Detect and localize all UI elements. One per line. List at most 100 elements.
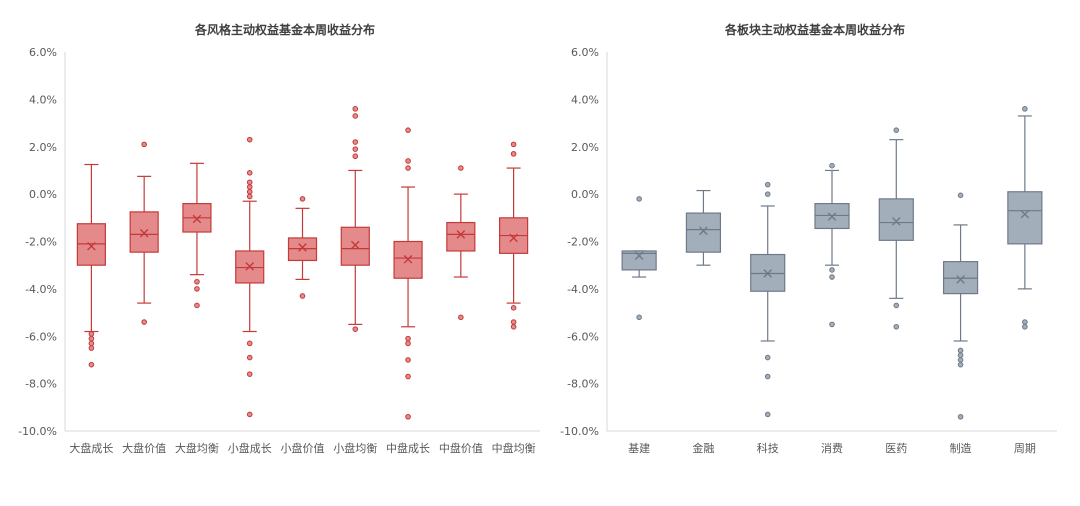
outlier-point bbox=[405, 413, 411, 420]
outlier-point bbox=[405, 340, 411, 347]
x-tick-label: 小盘成长 bbox=[228, 441, 272, 455]
y-tick-label: -6.0% bbox=[567, 330, 599, 343]
outlier-point bbox=[246, 170, 253, 176]
iqr-box bbox=[446, 221, 476, 252]
style-boxplot-chart: 各风格主动权益基金本周收益分布 6.0% 4.0% 2.0% 0.0% -2.0% -4.0… bbox=[18, 22, 540, 455]
x-tick-label: 制造 bbox=[950, 441, 972, 455]
outlier-point bbox=[764, 191, 771, 197]
sector-boxplot-chart: 各板块主动权益基金本周收益分布 6.0% 4.0% 2.0% 0.0% -2.0% -4.0… bbox=[560, 22, 1057, 455]
box-1 bbox=[621, 196, 657, 321]
chart-title: 各板块主动权益基金本周收益分布 bbox=[724, 22, 905, 37]
x-tick-label: 小盘价值 bbox=[281, 441, 325, 455]
box-2 bbox=[685, 189, 722, 266]
outlier-point bbox=[246, 136, 253, 143]
outlier-point bbox=[510, 305, 517, 311]
outlier-point bbox=[893, 302, 900, 309]
mean-marker bbox=[763, 269, 773, 278]
y-tick-label: 4.0% bbox=[29, 93, 57, 106]
outlier-point bbox=[957, 361, 964, 368]
outlier-point bbox=[405, 127, 411, 133]
x-tick-label: 小盘均衡 bbox=[333, 441, 377, 455]
box-4 bbox=[235, 136, 265, 418]
y-tick-label: -2.0% bbox=[25, 236, 57, 249]
outlier-point bbox=[352, 153, 359, 160]
outlier-point bbox=[88, 335, 95, 342]
mean-marker bbox=[403, 254, 413, 264]
outlier-point bbox=[141, 319, 147, 325]
outlier-point bbox=[829, 267, 835, 273]
outlier-point bbox=[194, 278, 200, 285]
outlier-point bbox=[957, 347, 964, 354]
y-tick-label: -4.0% bbox=[25, 283, 57, 296]
outlier-point bbox=[246, 184, 253, 190]
x-tick-label: 大盘价值 bbox=[122, 441, 166, 455]
outlier-point bbox=[352, 113, 359, 119]
iqr-box bbox=[878, 198, 914, 241]
outlier-point bbox=[458, 314, 464, 321]
outlier-point bbox=[405, 357, 411, 363]
y-tick-label: 6.0% bbox=[571, 46, 599, 59]
outlier-point bbox=[1022, 323, 1028, 330]
y-tick-label: 6.0% bbox=[29, 46, 57, 59]
outlier-point bbox=[510, 323, 517, 330]
outlier-point bbox=[246, 371, 253, 377]
iqr-box bbox=[340, 226, 370, 266]
outlier-point bbox=[405, 158, 411, 164]
outlier-point bbox=[88, 345, 95, 351]
outlier-point bbox=[88, 331, 95, 337]
iqr-box bbox=[621, 250, 657, 271]
x-tick-label: 大盘均衡 bbox=[175, 441, 219, 455]
outlier-point bbox=[636, 196, 642, 202]
outlier-point bbox=[636, 314, 642, 321]
outlier-point bbox=[1022, 319, 1028, 325]
outlier-point bbox=[764, 373, 771, 380]
mean-marker bbox=[139, 228, 149, 238]
y-tick-label: -8.0% bbox=[25, 378, 57, 391]
box-9 bbox=[499, 141, 529, 330]
x-tick-label: 中盘成长 bbox=[386, 441, 430, 455]
outlier-point bbox=[88, 361, 95, 368]
iqr-box bbox=[1007, 191, 1043, 245]
mean-marker bbox=[956, 275, 965, 284]
box-3 bbox=[750, 181, 786, 418]
x-tick-label: 医药 bbox=[885, 442, 907, 455]
outlier-point bbox=[510, 151, 517, 157]
outlier-point bbox=[405, 165, 411, 171]
x-tick-label: 大盘成长 bbox=[69, 441, 113, 455]
mean-marker bbox=[634, 251, 644, 261]
y-tick-label: 0.0% bbox=[571, 188, 599, 201]
outlier-point bbox=[88, 340, 95, 347]
box-6 bbox=[942, 192, 979, 420]
outlier-point bbox=[194, 302, 200, 309]
outlier-point bbox=[510, 141, 517, 148]
outlier-point bbox=[510, 319, 517, 325]
box-1 bbox=[76, 163, 106, 368]
outlier-point bbox=[299, 196, 306, 202]
mean-marker bbox=[891, 217, 901, 226]
iqr-box bbox=[129, 211, 159, 253]
mean-marker bbox=[699, 226, 708, 236]
outlier-point bbox=[194, 286, 200, 292]
y-tick-label: -10.0% bbox=[560, 425, 599, 438]
box-8 bbox=[446, 165, 476, 321]
outlier-point bbox=[405, 373, 411, 380]
mean-marker bbox=[87, 241, 96, 251]
outlier-point bbox=[405, 335, 411, 342]
outlier-point bbox=[246, 179, 253, 186]
outlier-point bbox=[352, 146, 359, 152]
mean-marker bbox=[509, 233, 518, 243]
box-7 bbox=[1007, 106, 1043, 330]
y-tick-label: -2.0% bbox=[567, 236, 599, 249]
outlier-point bbox=[246, 340, 253, 347]
outlier-point bbox=[893, 323, 900, 330]
y-tick-label: 2.0% bbox=[29, 141, 57, 154]
outlier-point bbox=[764, 354, 771, 361]
y-tick-label: 4.0% bbox=[571, 93, 599, 106]
x-tick-label: 消费 bbox=[821, 441, 843, 455]
x-tick-label: 中盘价值 bbox=[439, 441, 483, 455]
y-tick-label: -6.0% bbox=[25, 330, 57, 343]
outlier-point bbox=[352, 106, 359, 112]
box-6 bbox=[340, 106, 370, 332]
mean-marker bbox=[298, 243, 307, 252]
